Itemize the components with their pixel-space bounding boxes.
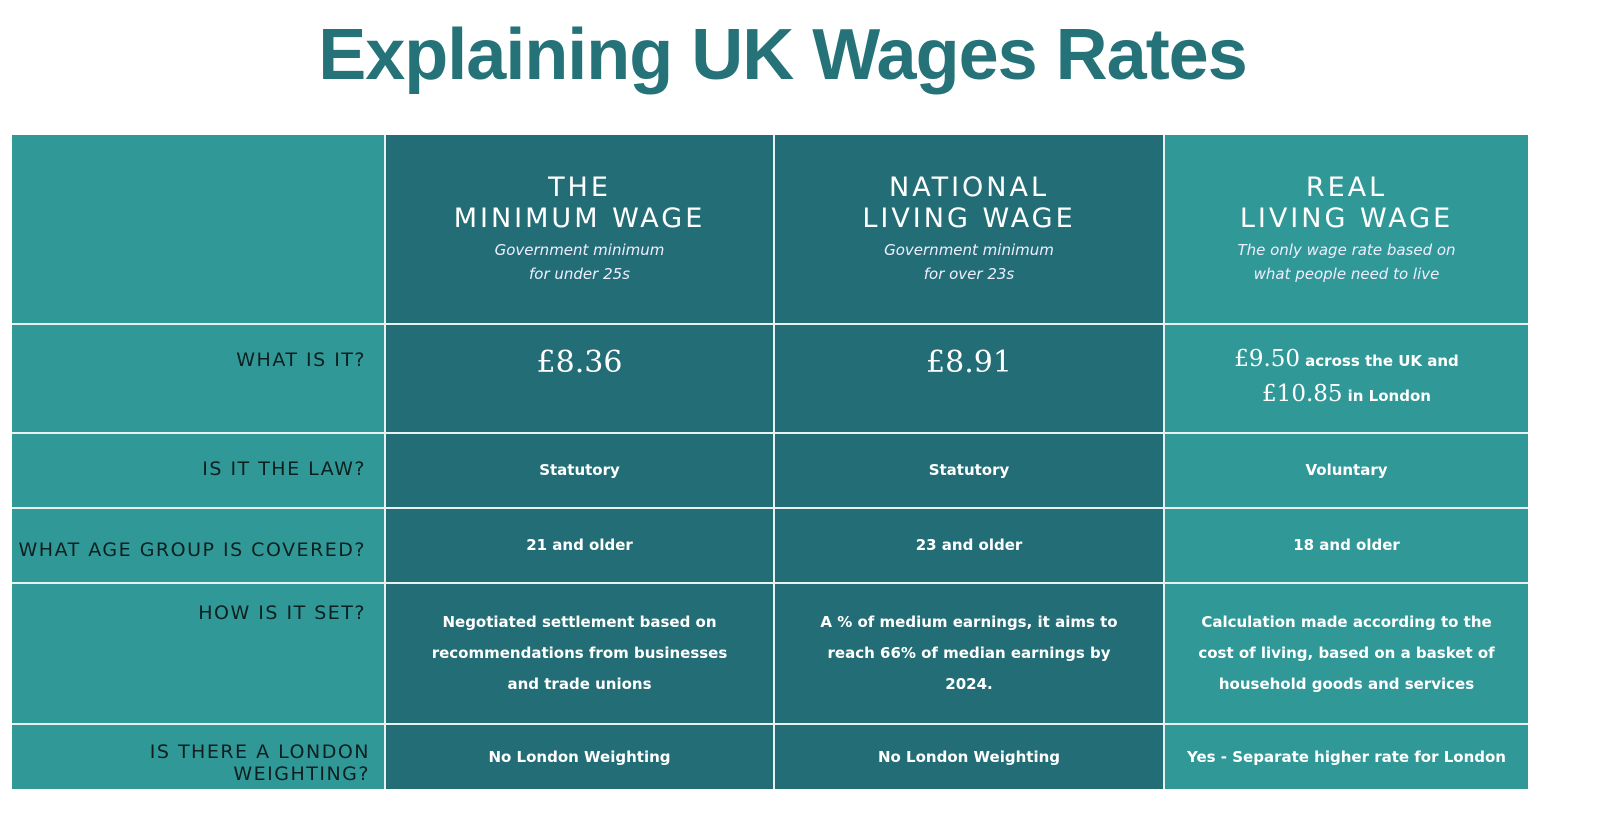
header-title-line2: LIVING WAGE — [1239, 203, 1454, 234]
row-label-is-it-the-law: IS IT THE LAW? — [12, 434, 384, 507]
page-title: Explaining UK Wages Rates — [318, 15, 1248, 95]
row-label-how-is-it-set: HOW IS IT SET? — [12, 584, 384, 723]
header-national-living-wage: NATIONAL LIVING WAGE Government minimum f… — [775, 135, 1163, 323]
cell-rlw-london: Yes - Separate higher rate for London — [1165, 725, 1528, 789]
header-minimum-wage: THE MINIMUM WAGE Government minimum for u… — [386, 135, 773, 323]
cell-min-set: Negotiated settlement based on recommenda… — [386, 584, 773, 723]
header-title-line1: NATIONAL — [889, 172, 1049, 203]
header-title-line1: REAL — [1305, 172, 1388, 203]
header-subtitle: The only wage rate based on what people n… — [1237, 241, 1456, 283]
corner-cell — [12, 135, 384, 323]
cell-min-london: No London Weighting — [386, 725, 773, 789]
cell-rlw-law: Voluntary — [1165, 434, 1528, 507]
cell-nlw-law: Statutory — [775, 434, 1163, 507]
header-real-living-wage: REAL LIVING WAGE The only wage rate base… — [1165, 135, 1528, 323]
cell-rlw-age: 18 and older — [1165, 509, 1528, 582]
cell-nlw-set: A % of medium earnings, it aims to reach … — [775, 584, 1163, 723]
cell-nlw-rate: £8.91 — [775, 325, 1163, 432]
header-subtitle: Government minimum for over 23s — [884, 241, 1054, 283]
cell-nlw-age: 23 and older — [775, 509, 1163, 582]
header-title-line2: LIVING WAGE — [862, 203, 1076, 234]
cell-nlw-london: No London Weighting — [775, 725, 1163, 789]
cell-rlw-set: Calculation made according to the cost of… — [1165, 584, 1528, 723]
cell-min-law: Statutory — [386, 434, 773, 507]
header-subtitle: Government minimum for under 25s — [494, 241, 665, 283]
header-title-line1: THE — [548, 172, 611, 203]
cell-min-rate: £8.36 — [386, 325, 773, 432]
row-label-london-weighting: IS THERE A LONDON WEIGHTING? — [12, 725, 384, 789]
row-label-what-is-it: WHAT IS IT? — [12, 325, 384, 432]
cell-min-age: 21 and older — [386, 509, 773, 582]
wages-table: THE MINIMUM WAGE Government minimum for u… — [12, 135, 1528, 789]
header-title-line2: MINIMUM WAGE — [453, 203, 706, 234]
cell-rlw-rate: £9.50 across the UK and £10.85 in London — [1165, 325, 1528, 432]
row-label-age-group: WHAT AGE GROUP IS COVERED? — [12, 509, 384, 582]
